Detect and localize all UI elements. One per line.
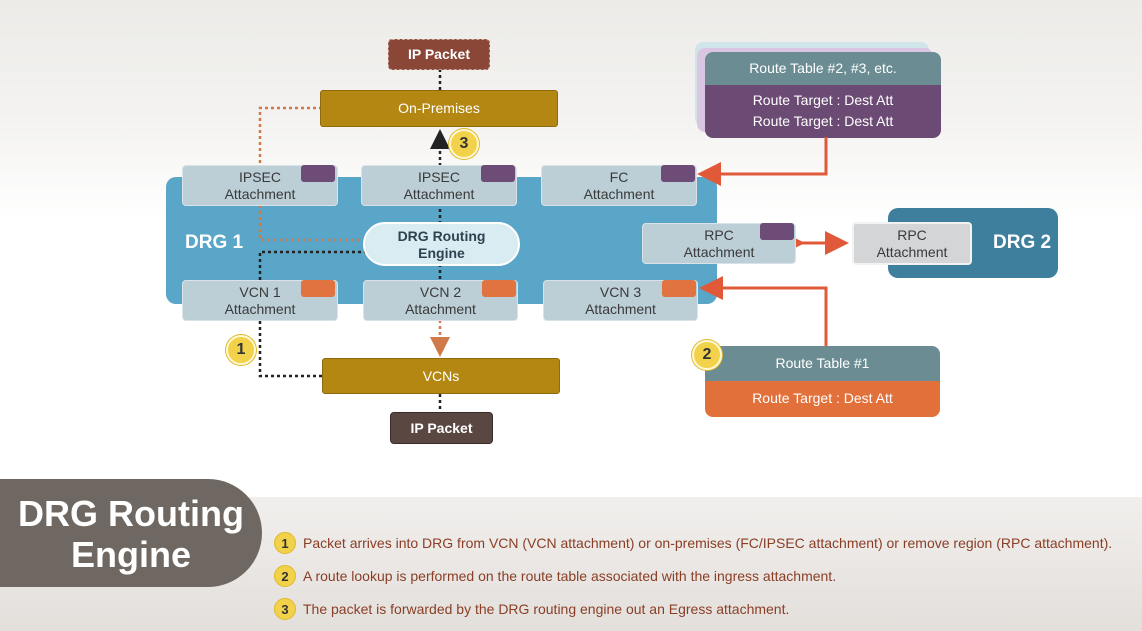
route-table-multi-row2: Route Target : Dest Att [752,113,894,129]
vcn1-attachment-name: VCN 1 [239,284,281,300]
vcn1-tag [301,280,335,297]
vcn3-attachment-type: Attachment [585,301,656,317]
path-onprem-ipsec [258,106,322,168]
legend-marker-3: 3 [274,598,296,620]
on-premises-box: On-Premises [320,90,558,127]
ipsec-2-tag [481,165,515,182]
marker-3: 3 [449,129,479,159]
route-table-1-row1: Route Target : Dest Att [705,381,940,417]
ipsec-attachment-2: IPSEC Attachment [361,165,517,206]
rpc-attachment-1-type: Attachment [683,244,755,260]
path-vcns-vcn1 [258,320,322,378]
legend-marker-2: 2 [274,565,296,587]
arrow-rt1-vcn3 [699,276,828,346]
vcn2-tag [482,280,516,297]
rpc-attachment-1-name: RPC [704,227,734,243]
vcn1-attachment-type: Attachment [224,301,296,317]
legend-text-1: Packet arrives into DRG from VCN (VCN at… [303,535,1113,551]
engine-line2: Engine [418,245,465,261]
vcn2-attachment-type: Attachment [405,301,476,317]
drg-routing-engine: DRG Routing Engine [363,222,520,266]
rpc-attachment-2-name: RPC [897,227,927,243]
rpc-attachment-2-type: Attachment [876,244,948,260]
legend-text-2: A route lookup is performed on the route… [303,568,837,584]
vcn2-attachment-name: VCN 2 [419,284,462,300]
fc-attachment-name: FC [609,169,629,185]
route-table-multi-rows: Route Target : Dest Att Route Target : D… [705,85,941,138]
vcns-box: VCNs [322,358,560,394]
path-vcn1-engine [258,250,365,280]
fc-attachment-type: Attachment [583,186,655,202]
legend-marker-1: 1 [274,532,296,554]
rpc-attachment-2: RPC Attachment [852,222,972,265]
vcn3-attachment-name: VCN 3 [599,284,642,300]
route-table-1: Route Table #1 Route Target : Dest Att [705,346,940,417]
ipsec-attachment-1-type: Attachment [224,186,296,202]
section-title-line2: Engine [70,534,191,575]
path-ipsec-engine [258,205,365,242]
marker-1: 1 [226,335,256,365]
arrow-rt-fc [697,137,828,186]
ipsec-attachment-2-name: IPSEC [417,169,460,185]
section-title: DRG Routing Engine [0,479,262,587]
rpc-1-tag [760,223,794,240]
ipsec-attachment-2-type: Attachment [403,186,475,202]
marker-2: 2 [692,340,722,370]
route-table-multi: Route Table #2, #3, etc. Route Target : … [705,52,941,138]
ipsec-attachment-1-name: IPSEC [238,169,281,185]
drg2-label: DRG 2 [993,232,1052,253]
ip-packet-bottom: IP Packet [390,412,493,444]
ipsec-1-tag [301,165,335,182]
fc-tag [661,165,695,182]
section-title-line1: DRG Routing [18,493,244,534]
route-table-multi-row1: Route Target : Dest Att [752,92,894,108]
route-table-multi-title: Route Table #2, #3, etc. [705,52,941,85]
engine-line1: DRG Routing [397,228,486,244]
legend-text-3: The packet is forwarded by the DRG routi… [303,601,790,617]
route-table-1-title: Route Table #1 [705,346,940,381]
vcn3-tag [662,280,696,297]
ip-packet-top: IP Packet [388,39,490,70]
drg1-label: DRG 1 [185,232,244,253]
